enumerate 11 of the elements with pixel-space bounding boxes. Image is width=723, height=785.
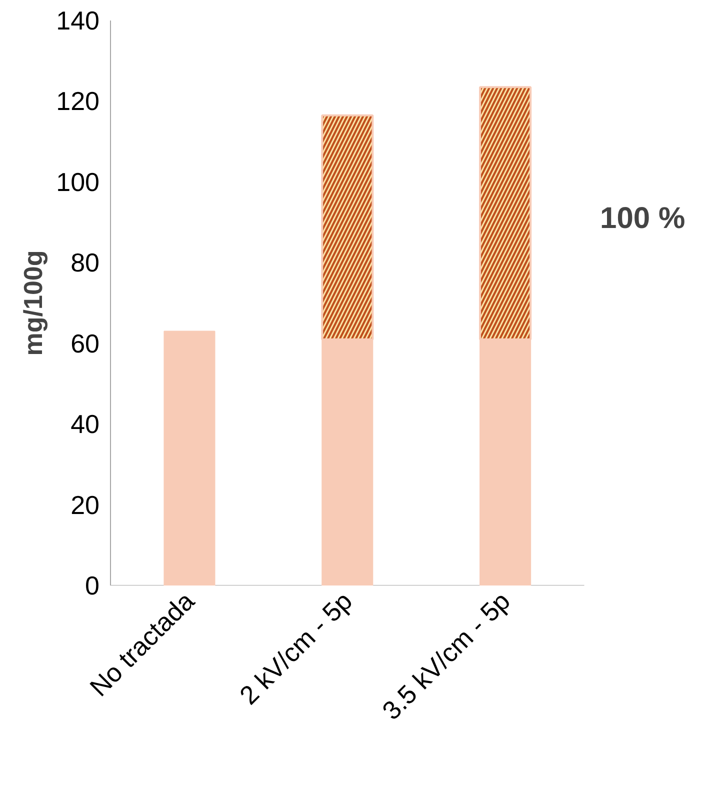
- y-tick-label: 100: [56, 166, 100, 197]
- y-tick-label: 120: [56, 86, 100, 116]
- y-tick-label: 40: [70, 409, 100, 440]
- bar: [164, 330, 216, 586]
- y-tick-label: 20: [70, 490, 100, 520]
- y-tick-label: 0: [85, 570, 100, 600]
- text: 100 %: [600, 202, 686, 236]
- y-tick-label: 80: [70, 248, 100, 278]
- y-tick-label: 60: [70, 328, 100, 358]
- y-tick-label: 140: [56, 6, 100, 36]
- y-axis-title: mg/100g: [18, 250, 48, 356]
